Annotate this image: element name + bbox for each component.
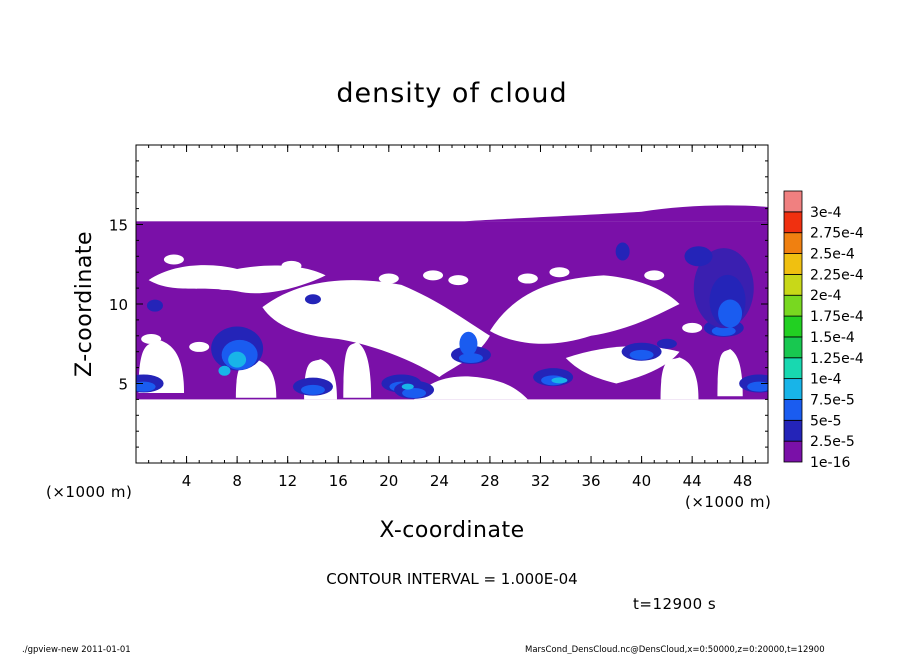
- colorbar-label: 1.25e-4: [810, 351, 864, 367]
- clear-hole: [423, 270, 444, 281]
- clear-hole: [644, 270, 665, 281]
- x-axis-label: X-coordinate: [379, 518, 524, 543]
- colorbar-swatch: [783, 253, 803, 275]
- x-tick-label: 44: [683, 472, 702, 490]
- x-tick-label: 4: [182, 472, 192, 490]
- colorbar: 1e-16 2.5e-5 5e-5 7.5e-5 1e-4 1.25e-4 1.5e-4 1.…: [783, 190, 864, 471]
- x-tick-label: 36: [581, 472, 600, 490]
- clear-hole: [195, 267, 216, 278]
- density-core: [615, 242, 630, 261]
- colorbar-label: 3e-4: [810, 205, 842, 221]
- density-core: [228, 351, 247, 368]
- clear-hole: [629, 308, 650, 319]
- clear-hole: [517, 273, 538, 284]
- density-core: [304, 294, 321, 305]
- density-core: [656, 338, 677, 349]
- x-tick-label: 40: [632, 472, 651, 490]
- x-tick-label: 12: [278, 472, 297, 490]
- y-axis-label: Z-coordinate: [72, 231, 97, 377]
- colorbar-label: 7.5e-5: [810, 392, 855, 408]
- x-axis-ticks: 4 8 12 16 20 24 28 32 36 40 44 48: [135, 145, 769, 490]
- x-tick-label: 32: [531, 472, 550, 490]
- clear-hole: [587, 276, 608, 287]
- clear-hole: [281, 260, 302, 271]
- cloud-density-field: [136, 205, 768, 400]
- colorbar-label: 1e-16: [810, 455, 850, 471]
- colorbar-swatch: [783, 378, 803, 400]
- colorbar-swatch: [783, 440, 803, 463]
- density-core: [218, 365, 231, 376]
- time-text: t=12900 s: [633, 595, 716, 613]
- colorbar-swatch: [783, 273, 803, 296]
- clear-hole: [448, 275, 469, 286]
- colorbar-label: 2.25e-4: [810, 267, 864, 283]
- clear-gap: [343, 341, 372, 398]
- cloud-top-bulge: [464, 205, 768, 222]
- colorbar-swatch: [783, 190, 803, 213]
- colorbar-label: 2.5e-4: [810, 247, 855, 263]
- density-core: [458, 353, 483, 364]
- colorbar-label: 5e-5: [810, 413, 841, 429]
- colorbar-swatch: [783, 211, 803, 234]
- clear-gap: [660, 357, 699, 400]
- clear-hole: [163, 254, 184, 265]
- x-tick-label: 24: [430, 472, 449, 490]
- x-tick-label: 8: [232, 472, 242, 490]
- density-core: [718, 299, 743, 328]
- colorbar-swatch: [783, 294, 803, 317]
- density-core: [300, 384, 325, 395]
- clear-hole: [682, 322, 703, 333]
- colorbar-label: 2.75e-4: [810, 226, 864, 242]
- x-unit-right: (×1000 m): [685, 493, 771, 511]
- clear-hole: [214, 279, 235, 290]
- y-tick-label: 5: [118, 376, 128, 394]
- clear-hole: [189, 341, 210, 352]
- density-core: [146, 299, 163, 312]
- colorbar-swatch: [783, 399, 803, 421]
- footer-left: ./gpview-new 2011-01-01: [22, 645, 131, 654]
- clear-gap: [717, 348, 743, 397]
- footer-right: MarsCond_DensCloud.nc@DensCloud,x=0:5000…: [525, 645, 825, 654]
- x-tick-label: 20: [379, 472, 398, 490]
- colorbar-swatch: [783, 315, 803, 338]
- colorbar-label: 1.75e-4: [810, 309, 864, 325]
- contour-interval-text: CONTOUR INTERVAL = 1.000E-04: [326, 570, 577, 588]
- clear-hole: [296, 311, 317, 322]
- y-axis-ticks: 5 10 15: [109, 144, 768, 464]
- density-core: [711, 326, 736, 337]
- colorbar-swatch: [783, 419, 803, 442]
- clear-gap: [262, 280, 490, 378]
- density-core: [629, 349, 654, 360]
- chart-title: density of cloud: [336, 78, 567, 109]
- clear-gap: [414, 376, 528, 400]
- x-tick-label: 28: [480, 472, 499, 490]
- colorbar-swatch: [783, 336, 803, 359]
- x-tick-label: 16: [329, 472, 348, 490]
- x-tick-label: 48: [733, 472, 752, 490]
- clear-gap: [148, 265, 326, 294]
- y-tick-label: 10: [109, 296, 128, 314]
- density-core: [551, 377, 568, 384]
- clear-gap: [489, 275, 680, 344]
- density-core: [684, 246, 713, 267]
- colorbar-label: 1.5e-4: [810, 330, 855, 346]
- density-core: [402, 388, 427, 399]
- clear-hole: [549, 267, 570, 278]
- y-tick-label: 15: [109, 217, 128, 235]
- clear-hole: [328, 295, 349, 306]
- density-core: [747, 381, 768, 392]
- density-core: [401, 383, 414, 390]
- clear-hole: [141, 333, 162, 344]
- colorbar-swatch: [783, 232, 803, 254]
- colorbar-swatch: [783, 357, 803, 380]
- colorbar-label: 2e-4: [810, 288, 842, 304]
- clear-hole: [353, 322, 374, 333]
- density-core: [459, 331, 478, 356]
- colorbar-label: 1e-4: [810, 372, 842, 388]
- density-core: [136, 381, 156, 392]
- colorbar-label: 2.5e-5: [810, 434, 855, 450]
- clear-hole: [378, 273, 399, 284]
- x-unit-left: (×1000 m): [46, 483, 132, 501]
